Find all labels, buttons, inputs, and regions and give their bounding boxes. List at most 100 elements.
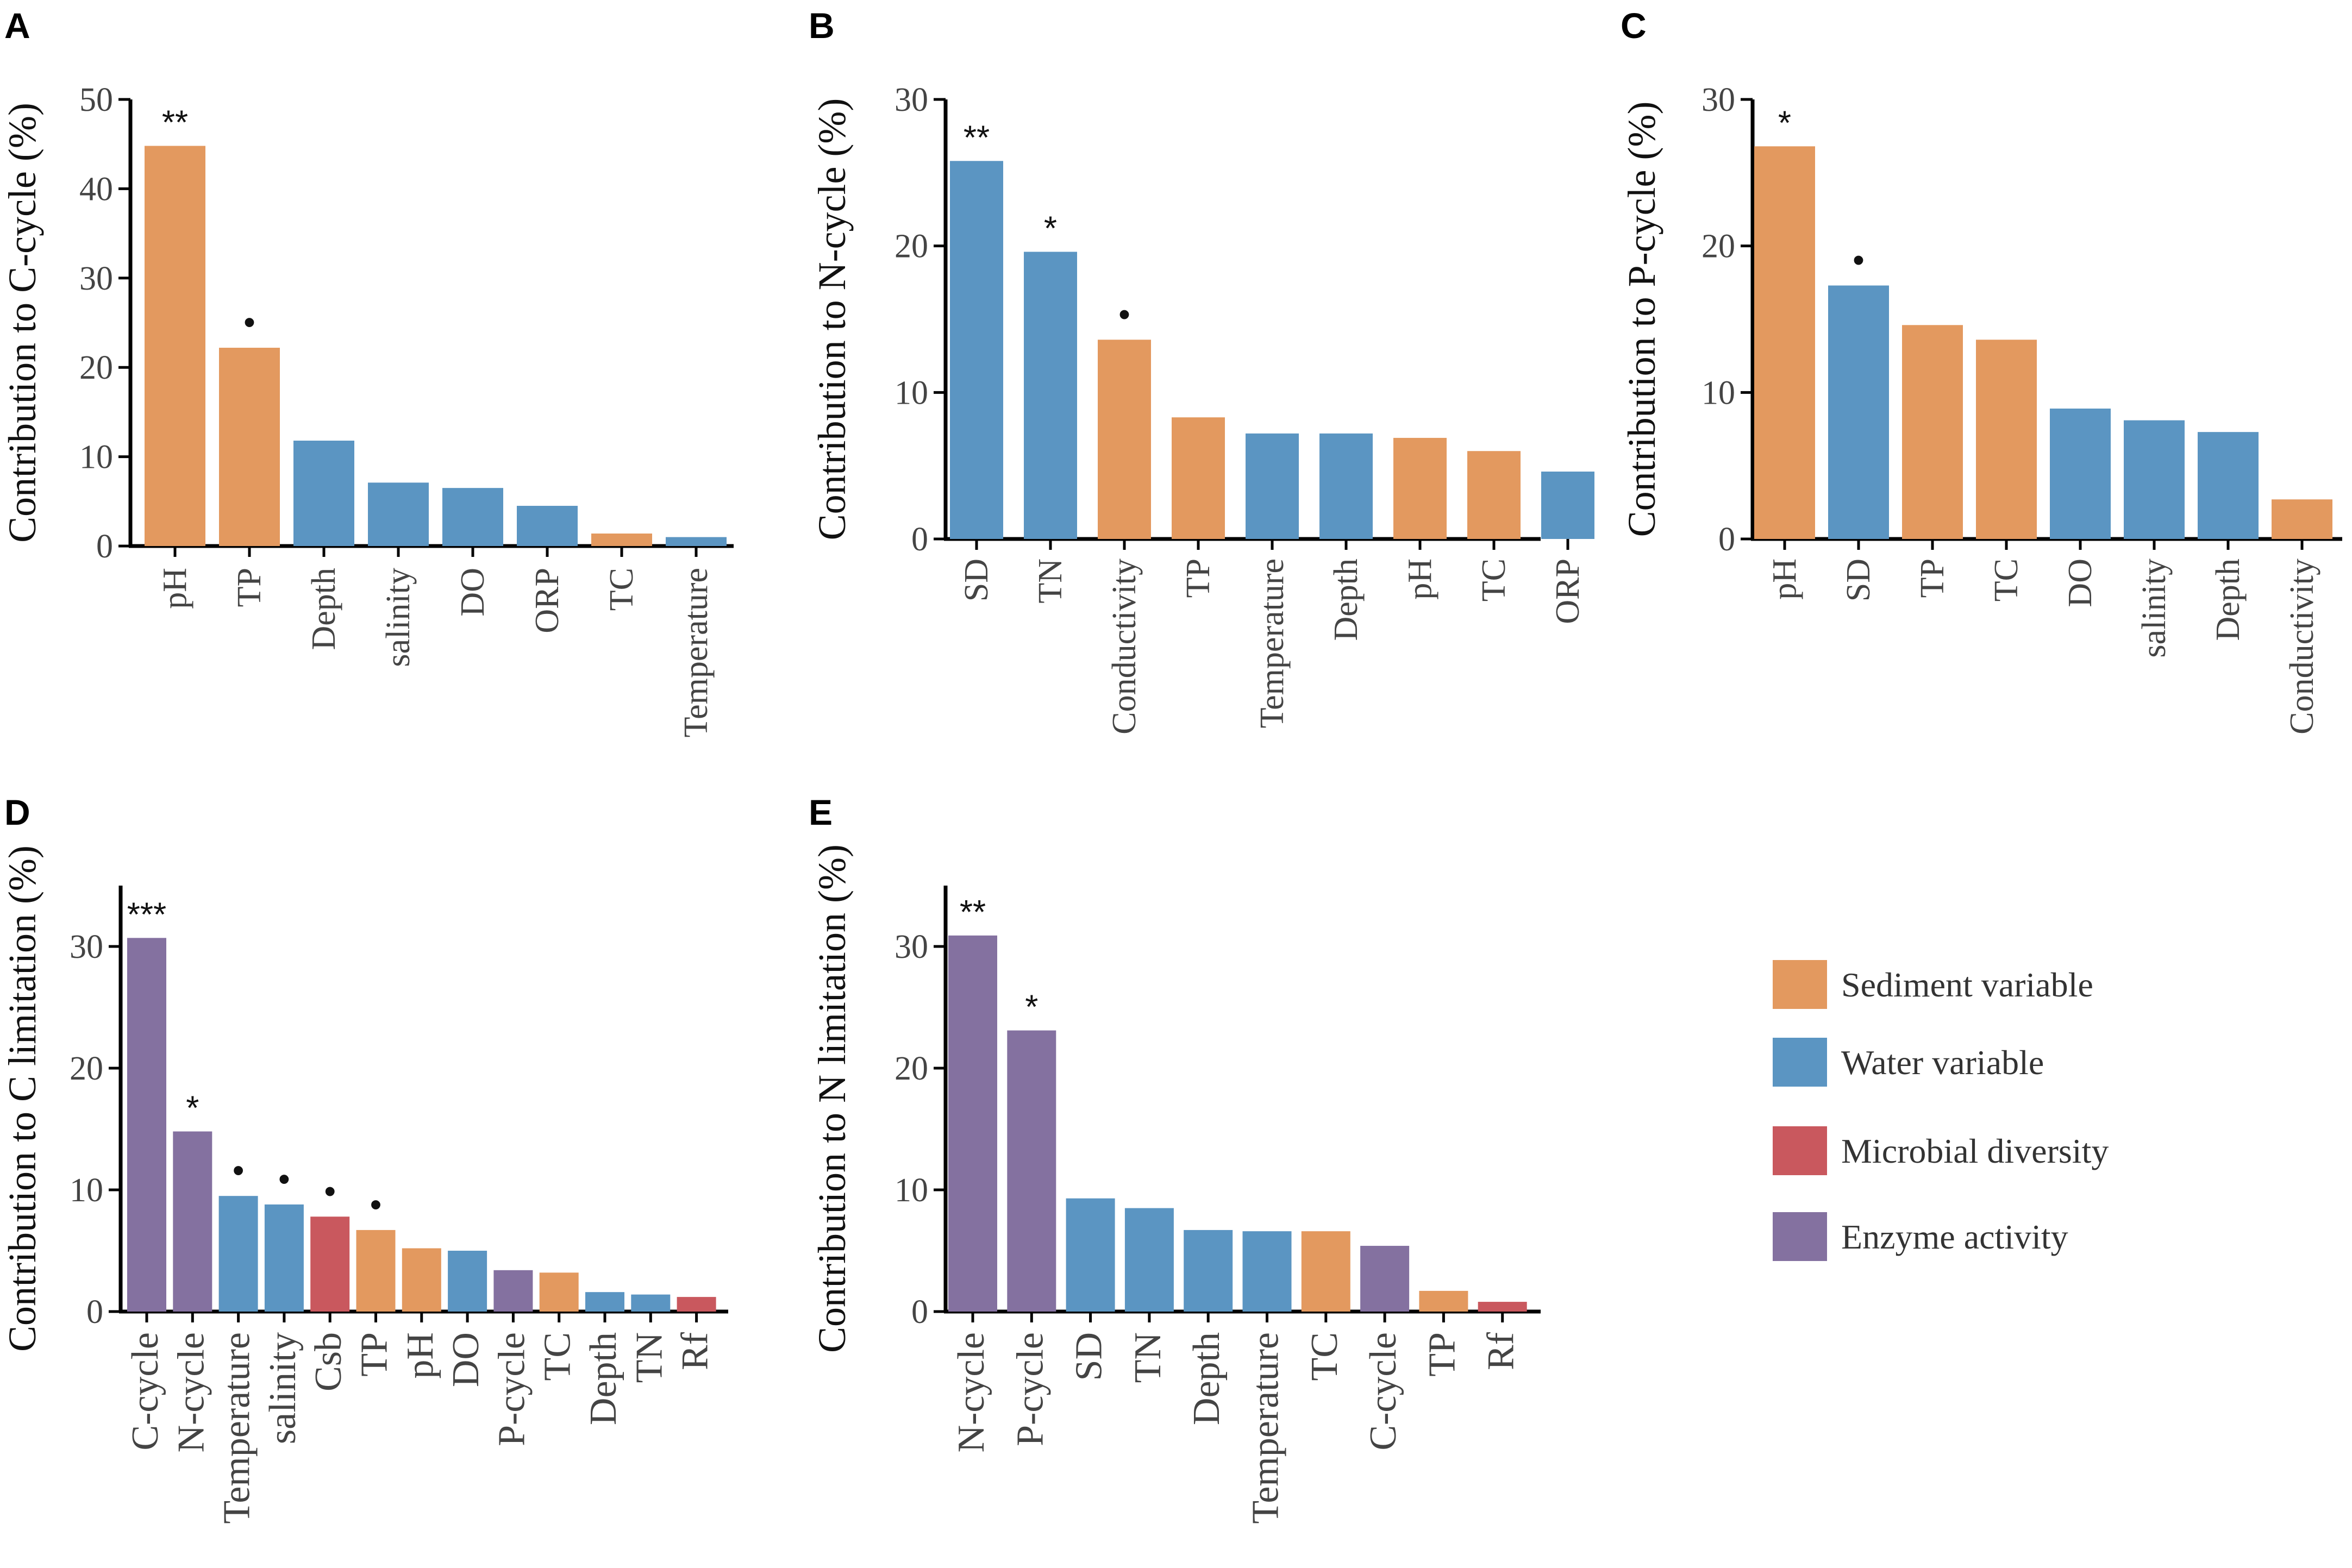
legend-label: Microbial diversity — [1841, 1132, 2109, 1170]
legend-swatch — [1773, 960, 1827, 1009]
y-tick-label: 30 — [79, 260, 113, 297]
x-tick-label: Depth — [1186, 1332, 1228, 1425]
significance-label: • — [233, 1152, 245, 1189]
panel-c: C 0 10 20 30 Contribution to P-cycle (%) pH * SD… — [1620, 5, 2342, 735]
bar-tp — [1902, 325, 1963, 539]
bar-depth — [293, 441, 354, 546]
x-tick-label: N-cycle — [950, 1332, 992, 1453]
x-tick-label: Temperature — [216, 1332, 258, 1524]
x-tick-label: TC — [1988, 559, 2025, 601]
bar-sd — [1066, 1198, 1115, 1312]
x-tick-label: N-cycle — [170, 1332, 212, 1453]
bar-do — [2050, 408, 2111, 539]
x-tick-label: Depth — [1328, 559, 1365, 641]
bar-n-cycle — [948, 935, 997, 1312]
panel-d: D 0 10 20 30 Contribution to C limitation (%)… — [1, 792, 728, 1524]
x-tick-label: DO — [454, 568, 491, 617]
x-tick-label: Conductivity — [1106, 559, 1143, 735]
bar-tp — [219, 348, 280, 546]
panel-b: B 0 10 20 30 Contribution to N-cycle (%) SD ** T… — [809, 5, 1594, 735]
y-tick-label: 10 — [894, 374, 928, 411]
bar-depth — [1184, 1230, 1233, 1312]
bar-do — [448, 1251, 487, 1312]
significance-label: * — [186, 1089, 199, 1127]
x-tick-label: Rf — [674, 1332, 716, 1370]
bar-temperature — [218, 1196, 258, 1312]
y-tick-label: 30 — [894, 81, 928, 118]
bar-tp — [356, 1230, 396, 1312]
significance-label: ** — [162, 104, 188, 141]
bar-rf — [677, 1297, 716, 1312]
significance-label: • — [324, 1172, 336, 1210]
x-tick-label: TN — [628, 1332, 670, 1383]
bar-sd — [1828, 285, 1889, 539]
bar-tn — [1024, 252, 1077, 539]
y-axis-label: Contribution to C-cycle (%) — [1, 103, 44, 543]
bar-temperature — [1246, 433, 1299, 539]
panel-letter: C — [1621, 5, 1647, 46]
y-tick-label: 0 — [911, 521, 928, 558]
y-tick-label: 30 — [70, 929, 103, 965]
x-tick-label: C-cycle — [124, 1332, 166, 1451]
bar-temperature — [1242, 1231, 1292, 1312]
x-tick-label: SD — [958, 559, 995, 601]
y-tick-label: 10 — [894, 1172, 928, 1209]
bar-tn — [1124, 1208, 1174, 1312]
legend-item-sediment: Sediment variable — [1773, 960, 2093, 1009]
x-tick-label: ORP — [1549, 559, 1586, 624]
x-tick-label: DO — [2062, 559, 2099, 607]
bar-ph — [145, 146, 205, 546]
legend-label: Water variable — [1841, 1043, 2044, 1082]
significance-label: ** — [960, 894, 986, 931]
y-tick-label: 20 — [70, 1050, 103, 1087]
significance-label: • — [1853, 241, 1865, 279]
legend-item-microbial: Microbial diversity — [1773, 1126, 2109, 1175]
significance-label: * — [1025, 989, 1038, 1026]
x-tick-label: Temperature — [1245, 1332, 1287, 1524]
x-tick-label: Temperature — [1254, 559, 1291, 728]
bar-tc — [539, 1272, 579, 1312]
bar-salinity — [368, 482, 429, 546]
significance-label: • — [370, 1186, 382, 1224]
bar-p-cycle — [493, 1270, 533, 1312]
legend-item-water: Water variable — [1773, 1038, 2044, 1087]
panel-letter: D — [4, 792, 30, 832]
panel-letter: B — [809, 5, 835, 46]
bar-orp — [1541, 471, 1594, 539]
legend-swatch — [1773, 1212, 1827, 1261]
y-tick-label: 0 — [86, 1294, 103, 1331]
x-tick-label: DO — [445, 1332, 487, 1387]
bar-csb — [310, 1216, 350, 1312]
y-axis-label: Contribution to N-cycle (%) — [810, 98, 854, 541]
significance-label: • — [243, 304, 255, 341]
x-tick-label: P-cycle — [491, 1332, 533, 1446]
y-tick-label: 0 — [911, 1294, 928, 1331]
y-tick-label: 30 — [894, 929, 928, 965]
x-tick-label: Conductivity — [2284, 559, 2320, 735]
x-tick-label: Temperature — [678, 568, 715, 737]
bar-depth — [2198, 432, 2259, 539]
legend-label: Enzyme activity — [1841, 1218, 2068, 1256]
bar-c-cycle — [1360, 1246, 1410, 1312]
bar-c-cycle — [127, 938, 166, 1312]
bar-rf — [1478, 1302, 1527, 1312]
bar-tp — [1172, 417, 1225, 539]
legend-swatch — [1773, 1126, 1827, 1175]
x-tick-label: TC — [603, 568, 640, 611]
significance-label: • — [1118, 296, 1130, 333]
legend-label: Sediment variable — [1841, 965, 2093, 1004]
y-tick-label: 20 — [1702, 228, 1735, 265]
bar-depth — [585, 1292, 624, 1312]
x-tick-label: pH — [399, 1332, 441, 1379]
y-axis-label: Contribution to C limitation (%) — [1, 845, 44, 1352]
bar-conductivity — [2272, 499, 2332, 539]
x-tick-label: Depth — [305, 568, 342, 650]
bar-orp — [517, 506, 578, 546]
x-tick-label: TC — [1475, 559, 1512, 601]
legend-swatch — [1773, 1038, 1827, 1087]
y-axis-label: Contribution to P-cycle (%) — [1620, 102, 1663, 537]
x-tick-label: Depth — [2210, 559, 2247, 641]
bar-ph — [402, 1248, 441, 1312]
x-tick-label: TN — [1032, 559, 1069, 604]
